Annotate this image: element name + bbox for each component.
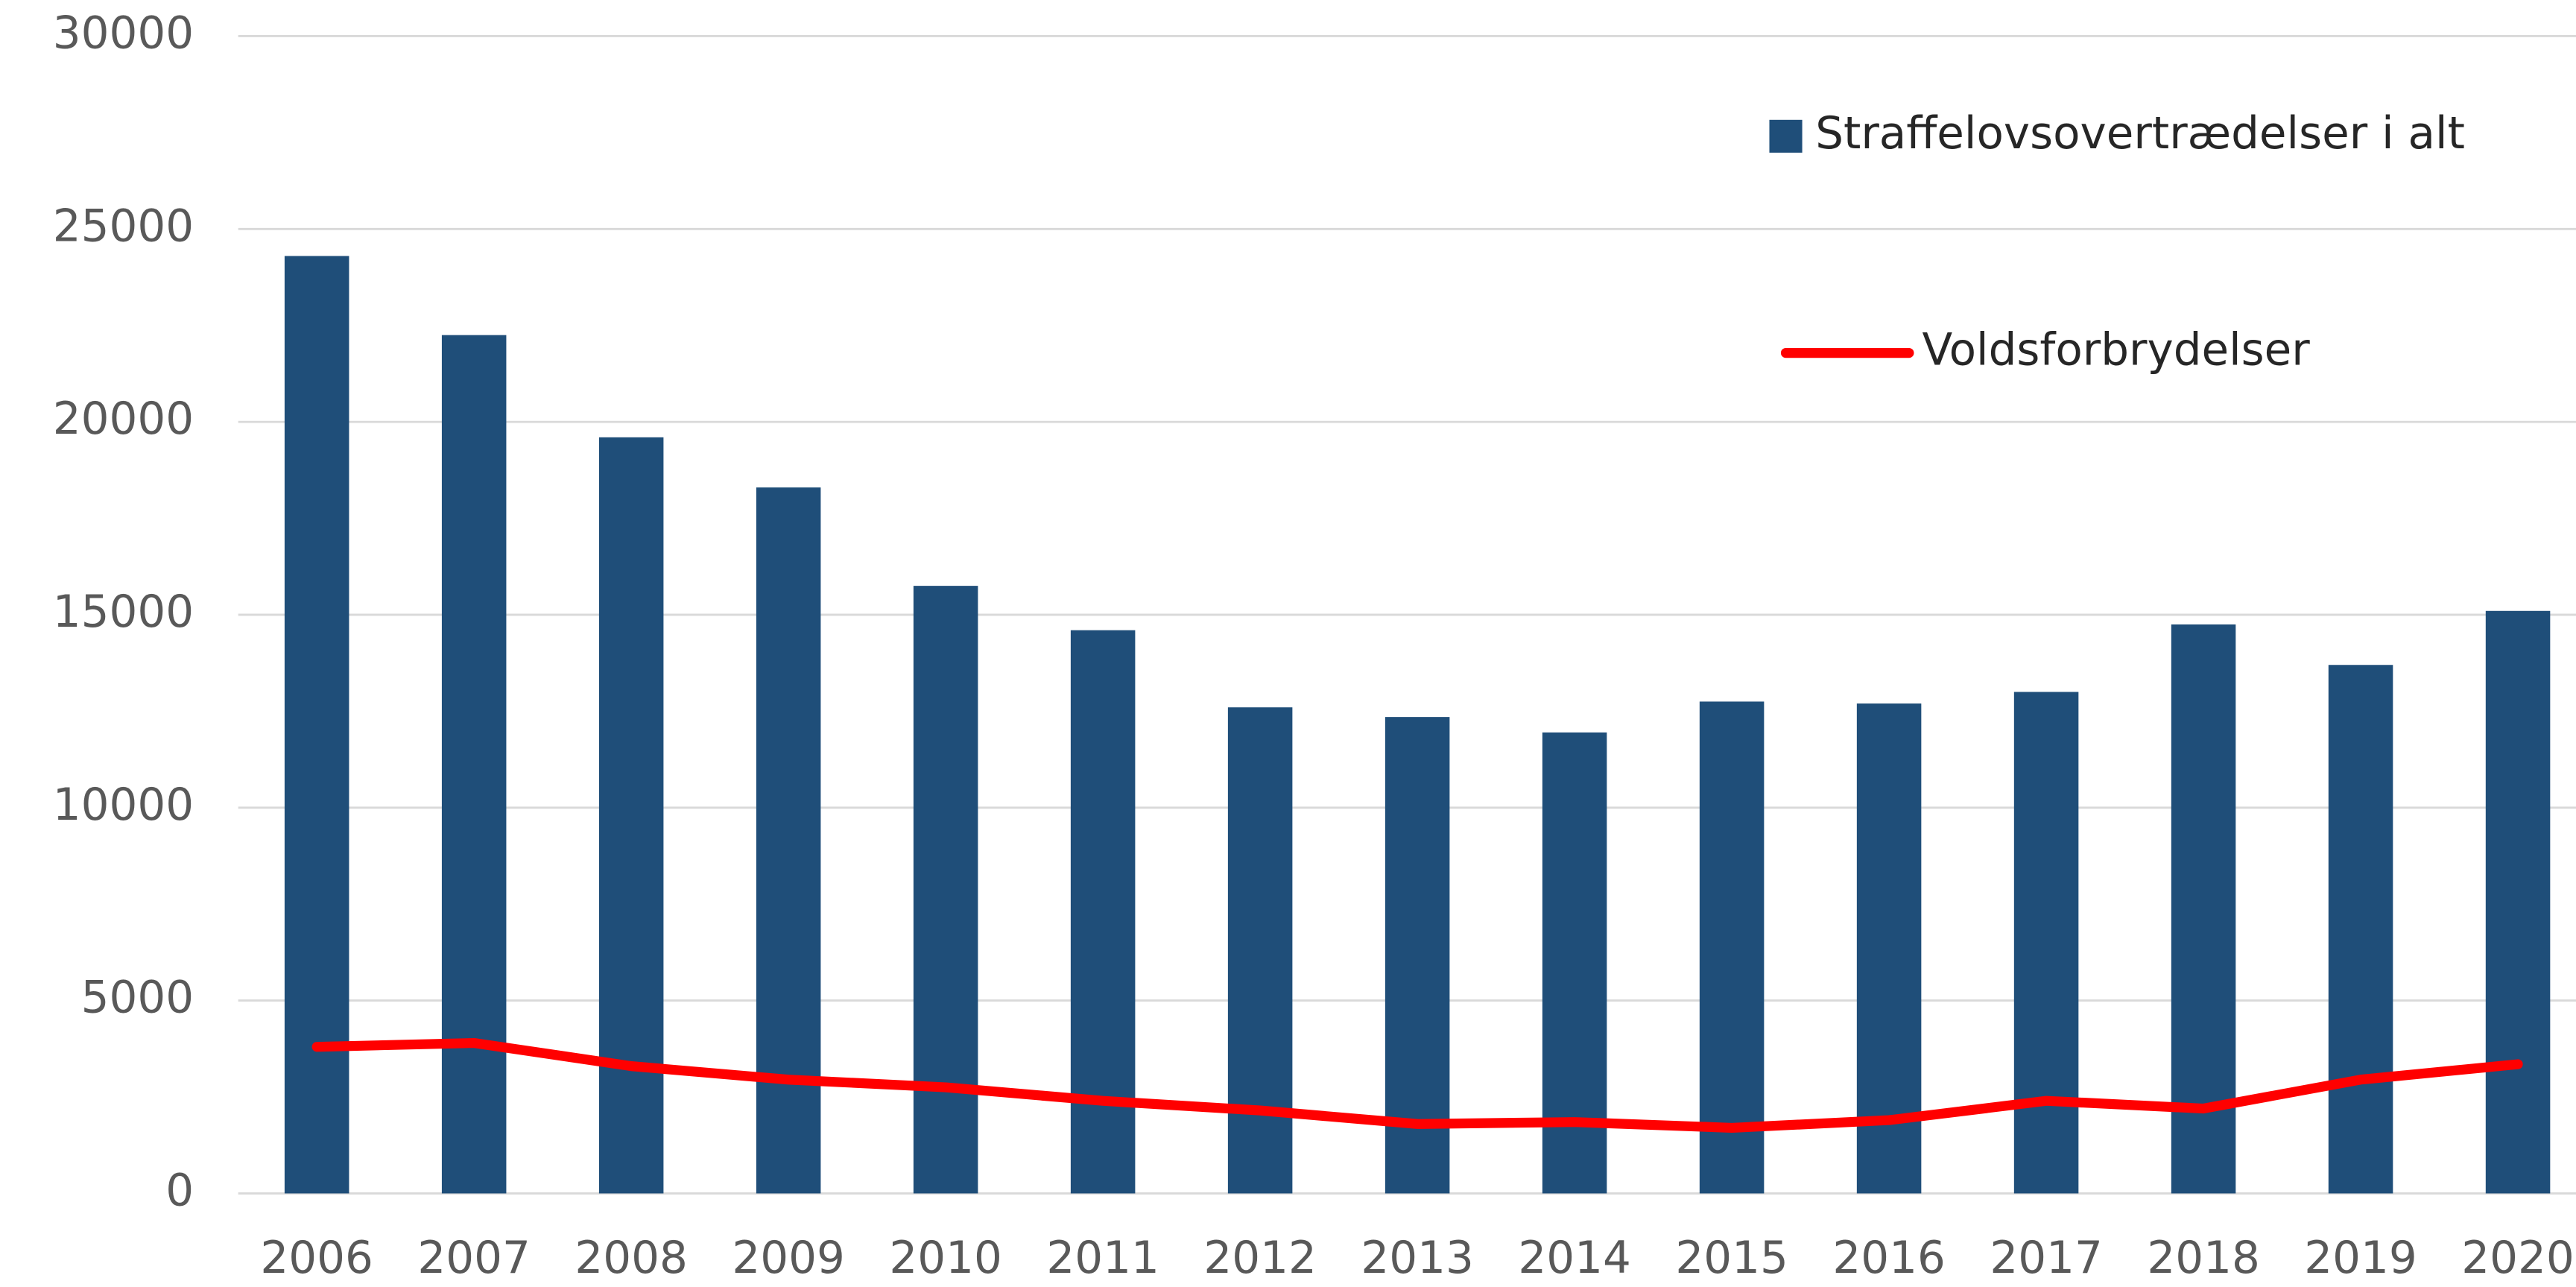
x-tick-label: 2018 <box>2147 1233 2260 1284</box>
bar <box>913 586 978 1194</box>
bar <box>284 256 349 1194</box>
bar <box>2485 610 2551 1194</box>
legend-swatch <box>1769 119 1803 153</box>
bar <box>1227 707 1293 1194</box>
bar <box>2013 692 2079 1194</box>
bar <box>1070 630 1136 1194</box>
x-tick-label: 2020 <box>2461 1233 2575 1284</box>
bar <box>2328 665 2393 1194</box>
x-tick-label: 2007 <box>417 1233 531 1284</box>
x-tick-label: 2015 <box>1675 1233 1788 1284</box>
y-tick-label: 15000 <box>53 586 194 638</box>
x-tick-label: 2008 <box>575 1233 688 1284</box>
line <box>311 1037 2523 1133</box>
y-tick-label: 30000 <box>53 8 194 60</box>
y-tick-label: 20000 <box>53 393 194 445</box>
x-tick-label: 2011 <box>1046 1233 1159 1284</box>
bar <box>756 487 821 1194</box>
bar <box>598 437 664 1194</box>
y-tick-label: 10000 <box>53 780 194 831</box>
legend-label: Straffelovsovertrædelser i alt <box>1815 108 2465 159</box>
bar <box>1542 732 1607 1194</box>
x-tick-label: 2013 <box>1361 1233 1474 1284</box>
y-tick-label: 5000 <box>81 973 194 1024</box>
y-tick-label: 0 <box>165 1166 194 1217</box>
x-tick-label: 2014 <box>1518 1233 1631 1284</box>
x-tick-label: 2016 <box>1832 1233 1946 1284</box>
x-tick-label: 2010 <box>889 1233 1002 1284</box>
y-tick-label: 25000 <box>53 200 194 252</box>
bar <box>1856 703 1922 1194</box>
bar <box>2171 624 2236 1194</box>
bar <box>441 335 507 1194</box>
bar <box>1384 717 1450 1194</box>
x-tick-label: 2019 <box>2304 1233 2417 1284</box>
x-tick-label: 2009 <box>732 1233 845 1284</box>
legend-label: Voldsforbrydelser <box>1922 325 2311 376</box>
x-tick-label: 2017 <box>1990 1233 2103 1284</box>
x-tick-label: 2006 <box>260 1233 373 1284</box>
bar <box>1699 701 1765 1194</box>
x-tick-label: 2012 <box>1203 1233 1317 1284</box>
